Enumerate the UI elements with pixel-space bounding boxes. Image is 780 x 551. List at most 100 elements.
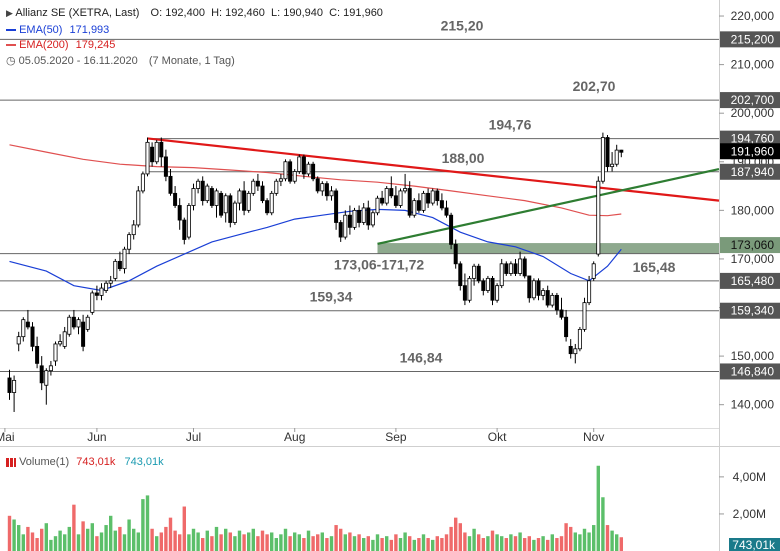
candle-body <box>384 188 389 204</box>
volume-bar <box>463 532 467 551</box>
candle <box>476 263 481 284</box>
level-label: 194,76 <box>489 117 532 133</box>
volume-bar <box>288 536 292 551</box>
zone-axis-label-box <box>720 237 780 254</box>
volume-bar <box>205 530 209 551</box>
candle-body <box>403 188 408 192</box>
candle-body <box>596 180 601 255</box>
candle-body <box>568 345 573 355</box>
candle <box>48 360 53 376</box>
candle-body <box>619 149 624 153</box>
candle <box>453 239 458 269</box>
candle <box>85 314 90 332</box>
candle <box>260 181 265 204</box>
candle-body <box>150 146 155 163</box>
candle <box>35 336 40 369</box>
candle-body <box>168 175 173 194</box>
volume-last-box <box>729 538 780 551</box>
level-axis-label: 146,840 <box>731 364 775 378</box>
volume-bar <box>348 532 352 551</box>
volume-bar <box>375 534 380 551</box>
candle-body <box>508 263 513 274</box>
candle-body <box>329 190 334 197</box>
candle <box>536 278 541 301</box>
candle <box>104 280 109 293</box>
volume-bar <box>426 538 430 551</box>
volume-bar <box>527 536 531 551</box>
ema50-swatch-icon <box>6 29 16 32</box>
candle <box>242 181 247 216</box>
candle-body <box>131 224 136 236</box>
candle-body <box>554 294 559 311</box>
candle <box>458 261 463 291</box>
volume-bar <box>449 526 453 551</box>
volume-bar <box>325 538 329 551</box>
volume-bar <box>564 523 568 551</box>
candle-body <box>85 316 90 330</box>
volume-bar <box>302 538 306 551</box>
candle <box>393 186 398 208</box>
level-label: 159,34 <box>310 289 353 305</box>
candle-body <box>76 319 81 328</box>
candle <box>591 261 596 281</box>
candle <box>513 258 518 276</box>
volume-bar <box>17 525 21 551</box>
volume-bar <box>270 532 274 551</box>
volume-bar <box>592 525 596 551</box>
month-label: Mai <box>0 430 15 444</box>
candle <box>219 190 224 218</box>
candle-body <box>398 190 403 206</box>
volume-bar <box>582 528 587 551</box>
legend-period-detail: (7 Monate, 1 Tag) <box>148 55 235 67</box>
candle <box>426 188 431 208</box>
candle <box>522 256 527 279</box>
candle-body <box>200 180 205 202</box>
candle <box>71 309 76 330</box>
candle-body <box>426 192 431 204</box>
candle <box>587 275 592 306</box>
candle-body <box>444 207 449 216</box>
volume-bar <box>504 538 508 551</box>
volume-bar <box>458 523 462 551</box>
candle-body <box>324 183 329 197</box>
candle-body <box>25 321 30 328</box>
volume-bar <box>523 538 527 551</box>
candle <box>269 190 274 216</box>
volume-bar <box>242 534 246 551</box>
candle-body <box>347 214 352 228</box>
volume-bar <box>339 528 343 551</box>
candle-body <box>94 292 99 296</box>
candle <box>380 190 385 206</box>
candle <box>154 139 159 165</box>
candle-body <box>274 180 279 194</box>
volume-bar <box>132 528 136 551</box>
volume-bar <box>403 532 407 551</box>
expand-icon[interactable]: ▶ <box>6 8 13 18</box>
candle-body <box>288 161 293 182</box>
candle-body <box>260 185 265 202</box>
candle <box>577 326 582 352</box>
candle-body <box>591 263 596 279</box>
level-axis-label: 165,480 <box>731 274 775 288</box>
volume-bar <box>371 539 375 551</box>
volume-bar <box>440 538 444 551</box>
volume-bar <box>559 536 564 551</box>
candle <box>140 171 145 194</box>
volume-bar <box>283 528 288 551</box>
candle-body <box>90 292 95 313</box>
month-label: Aug <box>284 430 305 444</box>
support-trendline <box>377 167 720 245</box>
volume-bar <box>214 526 219 551</box>
candle <box>127 232 132 255</box>
candle-body <box>251 180 256 194</box>
volume-bar <box>293 532 297 551</box>
candle-body <box>518 258 523 274</box>
candle-body <box>370 212 375 226</box>
candle <box>315 176 320 194</box>
candle-body <box>458 263 463 287</box>
candle <box>384 186 389 206</box>
volume-bar <box>435 536 439 551</box>
candle <box>545 285 550 308</box>
candle <box>122 246 127 274</box>
